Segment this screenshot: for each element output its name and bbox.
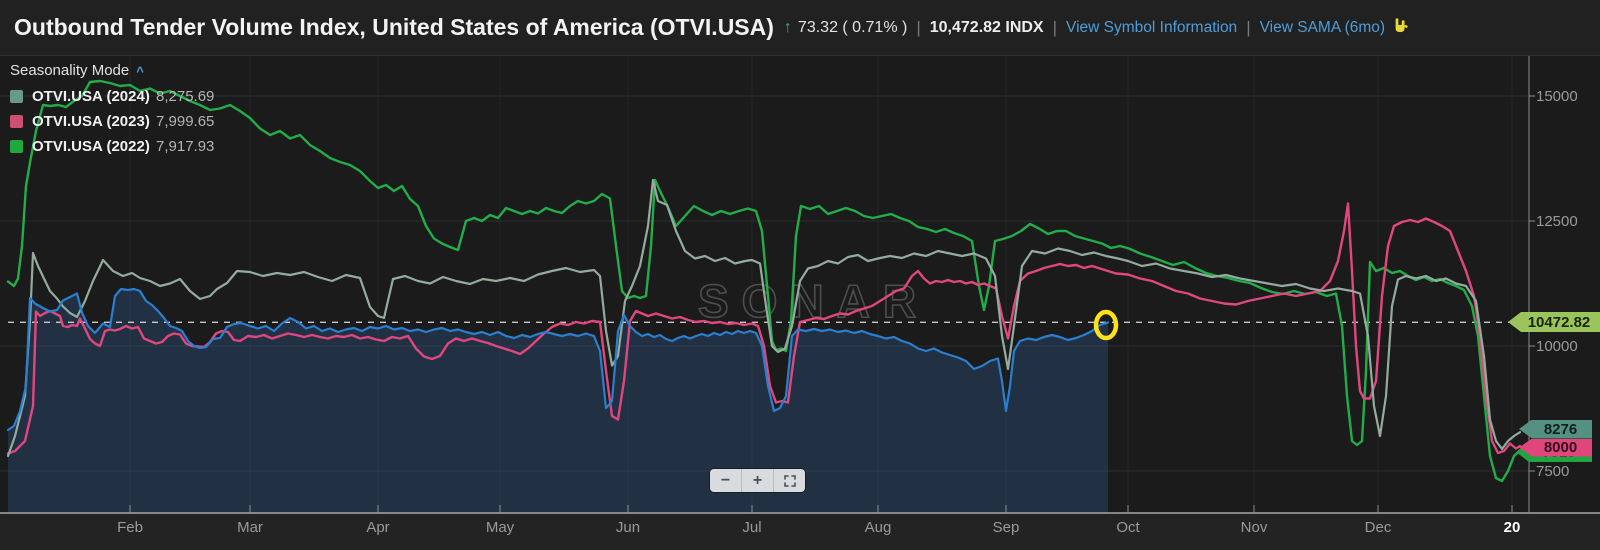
x-axis-label-dec: Dec [1364, 519, 1392, 536]
y-axis-label-12500: 12500 [1536, 213, 1578, 230]
x-axis-label-may: May [485, 519, 515, 536]
highlight-circle-annotation [1093, 309, 1119, 341]
x-axis-label-aug: Aug [864, 519, 892, 536]
series-line-otvi-usa-current- [6, 287, 1110, 432]
x-axis-label-sep: Sep [992, 519, 1020, 536]
x-axis-label-mar: Mar [237, 519, 263, 536]
legend-value: 7,999.65 [156, 113, 215, 130]
x-axis-label-jul: Jul [742, 519, 762, 536]
x-axis-strip[interactable] [0, 513, 1600, 550]
x-axis-label-feb: Feb [117, 519, 143, 536]
change-value: 73.32 ( 0.71% ) [797, 18, 908, 36]
legend-swatch [10, 90, 23, 103]
legend-swatch [10, 115, 23, 128]
legend: Seasonality Mode ^ OTVI.USA (2024) 8,275.6… [10, 62, 215, 155]
legend-value: 8,275.69 [156, 88, 215, 105]
view-sama-link[interactable]: View SAMA (6mo) [1259, 18, 1386, 36]
x-axis-label-apr: Apr [366, 519, 390, 536]
current-value-label: 10472.82 [1508, 312, 1600, 332]
divider: | [1052, 17, 1058, 37]
seasonality-mode-label: Seasonality Mode [10, 62, 130, 79]
current-series-area [8, 289, 1108, 513]
seasonality-mode-toggle[interactable]: Seasonality Mode ^ [10, 62, 214, 79]
divider: | [1246, 17, 1251, 37]
zoom-in-button[interactable]: + [742, 469, 774, 492]
legend-swatch [10, 140, 23, 153]
view-symbol-information-link[interactable]: View Symbol Information [1066, 18, 1238, 36]
y-axis-label-7500: 7500 [1536, 463, 1570, 480]
legend-item-otvi-usa-2023-[interactable]: OTVI.USA (2023) 7,999.65 [10, 113, 215, 130]
legend-item-otvi-usa-2024-[interactable]: OTVI.USA (2024) 8,275.69 [10, 88, 215, 105]
x-axis-label-20: 20 [1503, 519, 1521, 536]
legend-label: OTVI.USA (2023) [32, 113, 150, 130]
legend-label: OTVI.USA (2022) [32, 138, 150, 155]
year-2023-close-label: 8000 [1519, 438, 1592, 457]
series-line-otvi-usa-2024- [6, 178, 1522, 458]
up-arrow-icon: ↑ [783, 18, 792, 36]
fullscreen-icon [783, 474, 796, 487]
legend-item-otvi-usa-2022-[interactable]: OTVI.USA (2022) 7,917.93 [10, 138, 215, 155]
zoom-toolbar: − + [710, 469, 805, 492]
divider: | [916, 17, 921, 37]
page-title: Outbound Tender Volume Index, United Sta… [14, 14, 774, 40]
x-axis-label-nov: Nov [1240, 519, 1268, 536]
last-value: 10,472.82 INDX [929, 18, 1044, 36]
y-axis-label-15000: 15000 [1536, 88, 1578, 105]
hand-horns-icon [1392, 17, 1409, 39]
y-axis-label-10000: 10000 [1536, 338, 1578, 355]
x-axis-label-jun: Jun [615, 519, 641, 536]
x-axis-label-oct: Oct [1116, 519, 1140, 536]
fullscreen-button[interactable] [774, 469, 805, 492]
legend-value: 7,917.93 [156, 138, 215, 155]
chevron-up-icon: ^ [136, 64, 144, 79]
legend-label: OTVI.USA (2024) [32, 88, 150, 105]
chart-header: Outbound Tender Volume Index, United Sta… [0, 0, 1600, 56]
year-2024-close-label: 8276 [1519, 419, 1592, 439]
zoom-out-button[interactable]: − [710, 469, 742, 492]
